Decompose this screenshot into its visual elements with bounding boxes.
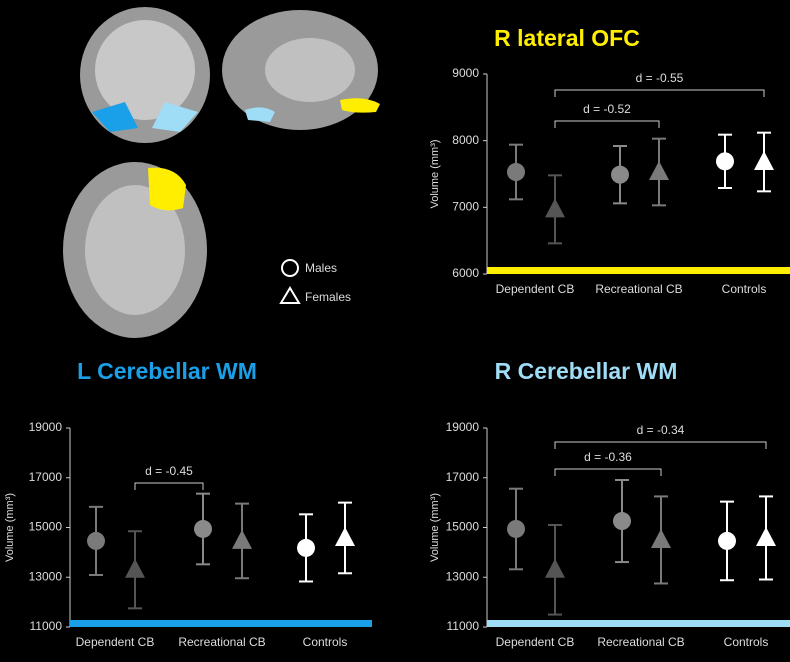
x-tick-label: Controls [302,635,348,649]
bracket [134,482,204,490]
y-tick-label: 19000 [29,420,63,434]
annotation: d = -0.55 [636,71,684,85]
x-tick-label: Dependent CB [495,282,575,296]
bracket [554,468,662,476]
cerebellar-roi [245,107,275,122]
y-tick-label: 17000 [446,470,480,484]
legend-label: Females [305,290,351,304]
point [335,526,355,546]
point [87,531,105,550]
point [507,519,525,538]
x-tick-label: Controls [721,282,767,296]
point [718,531,736,550]
y-tick-label: 11000 [447,619,480,633]
chart-title: R Cerebellar WM [495,358,678,384]
axial-white-matter [85,185,185,315]
point [613,512,631,531]
bracket [554,89,765,97]
x-tick-label: Dependent CB [495,635,575,649]
point [507,163,525,181]
point [232,529,252,549]
legend-label: Males [305,261,337,275]
point [125,558,145,578]
white-matter [95,20,195,120]
y-axis-label: Volume (mm³) [4,493,16,562]
y-tick-label: 7000 [452,200,479,214]
point [716,152,734,171]
legend-triangle [279,286,301,304]
point [649,161,669,180]
annotation: d = -0.36 [584,450,632,464]
point [194,519,212,538]
axial-ofc-roi [148,167,186,211]
x-tick-label: Controls [723,635,769,649]
x-tick-label: Dependent CB [75,635,155,649]
y-tick-label: 8000 [452,133,479,147]
bracket [554,441,767,449]
ofc-roi [340,98,380,113]
annotation: d = -0.52 [583,102,631,116]
point [545,558,565,578]
legend-circle [281,259,299,277]
y-axis-label: Volume (mm³) [429,139,441,208]
bracket [554,120,660,128]
y-tick-label: 19000 [446,420,480,434]
y-tick-label: 13000 [29,569,63,583]
brain-images [63,7,380,338]
chart-title: L Cerebellar WM [77,358,257,384]
y-axis-label: Volume (mm³) [429,493,441,562]
point [651,528,671,548]
chart-title: R lateral OFC [494,25,640,51]
y-tick-label: 6000 [452,266,479,280]
point [611,165,629,184]
baseline-band [487,620,790,627]
y-tick-label: 11000 [30,619,63,633]
y-tick-label: 15000 [446,520,480,534]
point [754,151,774,170]
baseline-band [487,267,790,274]
corpus [265,38,355,102]
point [545,198,565,218]
y-tick-label: 9000 [452,66,479,80]
left-cerebellar-roi [92,102,138,132]
y-tick-label: 15000 [29,520,63,534]
x-tick-label: Recreational CB [178,635,266,649]
annotation: d = -0.34 [637,423,685,437]
baseline-band [70,620,372,627]
x-tick-label: Recreational CB [595,282,683,296]
right-cerebellar-roi [152,102,198,132]
y-tick-label: 13000 [446,569,480,583]
annotation: d = -0.45 [145,464,193,478]
x-tick-label: Recreational CB [597,635,685,649]
point [756,526,776,546]
y-tick-label: 17000 [29,470,63,484]
point [297,538,315,557]
